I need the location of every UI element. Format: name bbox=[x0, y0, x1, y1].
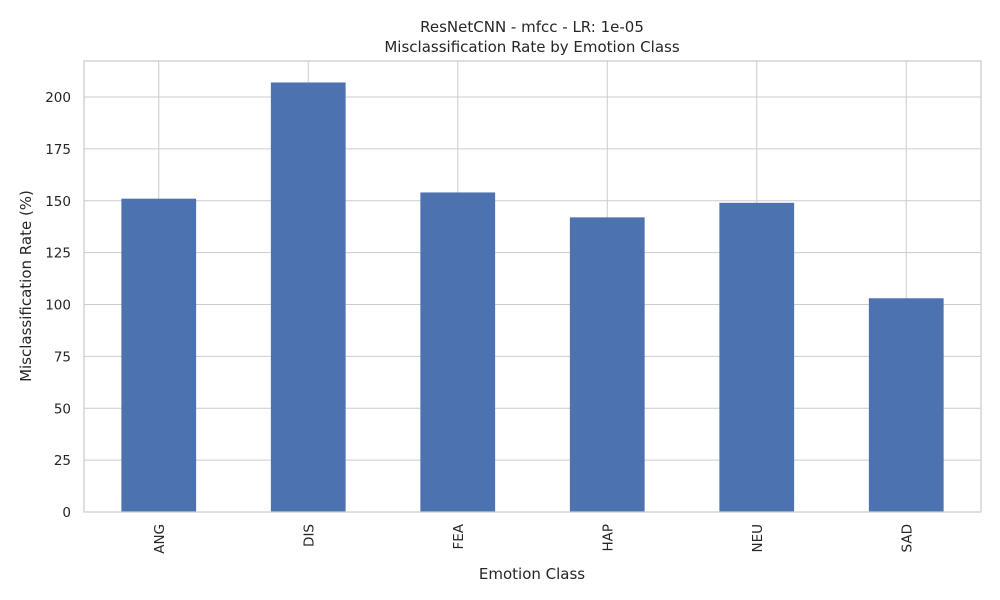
x-tick-label: FEA bbox=[451, 523, 467, 549]
bar-neu bbox=[719, 202, 795, 512]
bars bbox=[121, 82, 944, 513]
x-tick-label: SAD bbox=[899, 524, 915, 552]
y-tick-label: 125 bbox=[45, 246, 71, 262]
bar-sad bbox=[868, 298, 944, 512]
y-tick-label: 200 bbox=[45, 90, 71, 106]
bar-hap bbox=[569, 217, 645, 512]
y-tick-label: 25 bbox=[54, 453, 71, 469]
chart-subtitle: Misclassification Rate by Emotion Class bbox=[384, 38, 679, 56]
bar-ang bbox=[121, 198, 197, 512]
bar-dis bbox=[270, 82, 346, 512]
y-tick-label: 100 bbox=[45, 298, 71, 314]
y-axis-label: Misclassification Rate (%) bbox=[17, 190, 35, 382]
y-tick-label: 75 bbox=[54, 349, 71, 365]
bar-fea bbox=[420, 192, 496, 513]
plot-frame bbox=[83, 60, 982, 513]
y-tick-label: 0 bbox=[62, 505, 71, 521]
x-tick-label: NEU bbox=[750, 524, 766, 553]
y-axis-ticks: 0 25 50 75 100 125 150 175 200 bbox=[45, 90, 71, 521]
x-axis-label: Emotion Class bbox=[479, 565, 585, 583]
chart-title: ResNetCNN - mfcc - LR: 1e-05 bbox=[420, 18, 644, 36]
y-tick-label: 175 bbox=[45, 142, 71, 158]
x-tick-label: DIS bbox=[301, 524, 317, 547]
y-tick-label: 50 bbox=[54, 401, 71, 417]
grid bbox=[84, 61, 981, 513]
x-axis-ticks: ANG DIS FEA HAP NEU SAD bbox=[152, 523, 916, 554]
x-tick-label: HAP bbox=[600, 524, 616, 552]
y-tick-label: 150 bbox=[45, 194, 71, 210]
x-tick-label: ANG bbox=[152, 524, 168, 554]
